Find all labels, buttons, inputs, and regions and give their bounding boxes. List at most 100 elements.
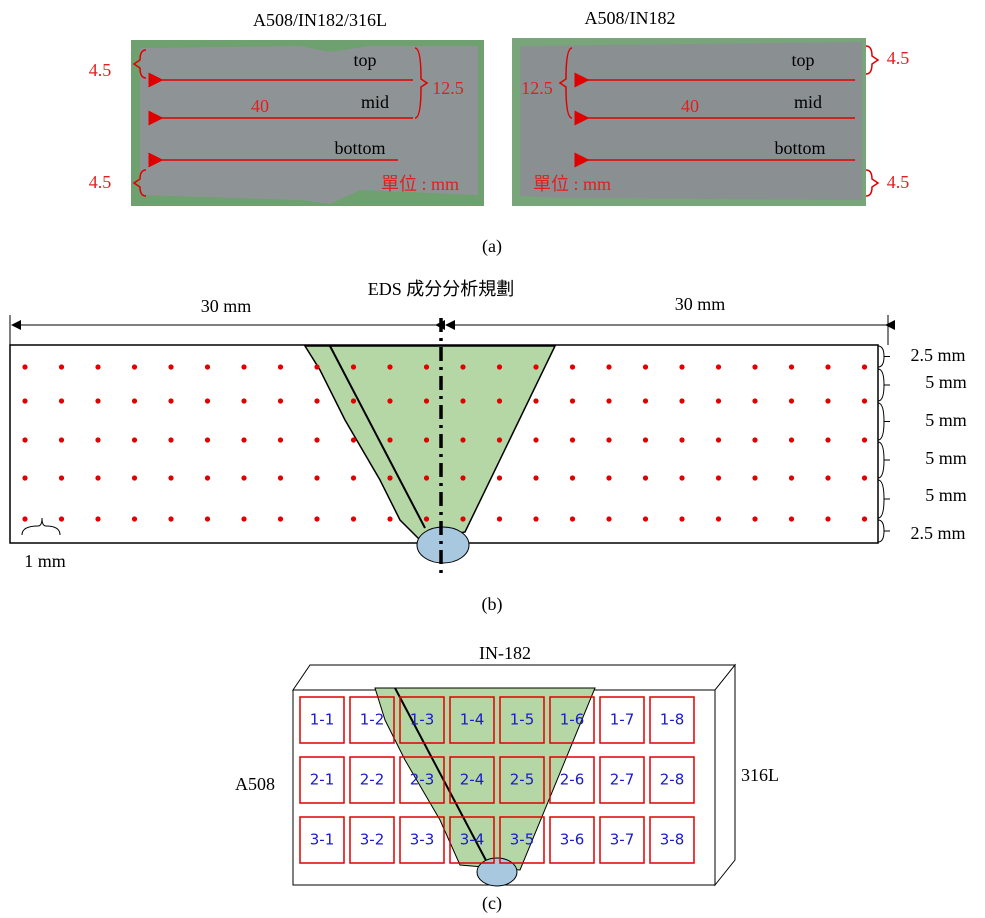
dimension: 40 [251, 96, 269, 116]
measure-point [570, 437, 575, 442]
cell-label: 2-4 [460, 771, 485, 789]
measure-point [241, 516, 246, 521]
measure-point [533, 437, 538, 442]
cell-label: 2-1 [310, 771, 335, 789]
measure-point [132, 516, 137, 521]
dimension: 30 mm [675, 294, 726, 314]
measure-point [278, 516, 283, 521]
measure-point [789, 475, 794, 480]
photo-title: A508/IN182/316L [253, 10, 387, 30]
measure-point [643, 516, 648, 521]
measure-point [716, 516, 721, 521]
measure-point [241, 437, 246, 442]
cell-label: 3-8 [660, 831, 685, 849]
measure-point [351, 475, 356, 480]
measure-point [460, 516, 465, 521]
cell-label: 1-3 [410, 711, 435, 729]
weld-section [10, 315, 888, 578]
measure-point [95, 364, 100, 369]
dimension: 4.5 [887, 48, 910, 68]
caption: (c) [482, 893, 502, 914]
measure-point [278, 437, 283, 442]
cell-label: 1-5 [510, 711, 535, 729]
dimension: 5 mm [925, 372, 967, 392]
unit: 單位 : mm [381, 174, 459, 194]
measure-point [606, 437, 611, 442]
cell-label: 3-1 [310, 831, 335, 849]
measure-point [314, 475, 319, 480]
dimension: 5 mm [925, 485, 967, 505]
measure-point [351, 437, 356, 442]
cell-label: 2-6 [560, 771, 585, 789]
measure-point [351, 516, 356, 521]
measure-point [862, 364, 867, 369]
measure-point [497, 475, 502, 480]
measure-point [424, 516, 429, 521]
line-label: top [353, 50, 376, 70]
measure-point [497, 437, 502, 442]
dimension: 2.5 mm [910, 345, 965, 365]
dimension: 12.5 [432, 78, 464, 98]
measure-point [314, 516, 319, 521]
measure-point [497, 364, 502, 369]
cell-label: 1-6 [560, 711, 585, 729]
dimension: 5 mm [925, 448, 967, 468]
measure-point [59, 437, 64, 442]
cell-label: 2-8 [660, 771, 685, 789]
measure-point [862, 516, 867, 521]
measure-point [205, 516, 210, 521]
measure-point [22, 398, 27, 403]
dimension: 4.5 [89, 172, 112, 192]
line-label: mid [794, 92, 822, 112]
cell-label: 1-1 [310, 711, 335, 729]
measure-point [460, 398, 465, 403]
measure-point [22, 437, 27, 442]
measure-point [424, 398, 429, 403]
photo-title: A508/IN182 [585, 8, 676, 28]
line-label: top [791, 50, 814, 70]
measure-point [570, 475, 575, 480]
measure-point [314, 437, 319, 442]
brace [866, 46, 878, 74]
caption: (b) [482, 594, 503, 615]
brace [878, 346, 890, 367]
measure-point [679, 398, 684, 403]
measure-point [570, 364, 575, 369]
measure-point [95, 398, 100, 403]
measure-point [825, 475, 830, 480]
measure-point [314, 364, 319, 369]
measure-point [59, 398, 64, 403]
measure-point [606, 364, 611, 369]
dimension: 4.5 [887, 172, 910, 192]
measure-point [606, 398, 611, 403]
cell-label: 3-2 [360, 831, 385, 849]
measure-point [168, 364, 173, 369]
measure-point [59, 516, 64, 521]
cell-label: 2-3 [410, 771, 435, 789]
measure-point [95, 516, 100, 521]
measure-point [789, 398, 794, 403]
caption: (a) [482, 236, 502, 257]
dimension: 30 mm [201, 296, 252, 316]
cell-label: 3-7 [610, 831, 635, 849]
measure-point [716, 475, 721, 480]
line-label: mid [361, 92, 389, 112]
brace [878, 369, 890, 401]
label: A508 [235, 774, 275, 794]
dimension: 12.5 [521, 78, 553, 98]
measure-point [862, 437, 867, 442]
cell-label: 1-7 [610, 711, 635, 729]
dimension: 4.5 [89, 60, 112, 80]
measure-point [643, 475, 648, 480]
measure-point [825, 398, 830, 403]
cell-label: 1-8 [660, 711, 685, 729]
measure-point [387, 398, 392, 403]
measure-point [387, 437, 392, 442]
line-label: bottom [334, 138, 385, 158]
measure-point [606, 475, 611, 480]
measure-point [424, 437, 429, 442]
panel-title: EDS 成分分析規劃 [368, 279, 515, 299]
measure-point [570, 516, 575, 521]
measure-point [59, 475, 64, 480]
measure-point [132, 437, 137, 442]
